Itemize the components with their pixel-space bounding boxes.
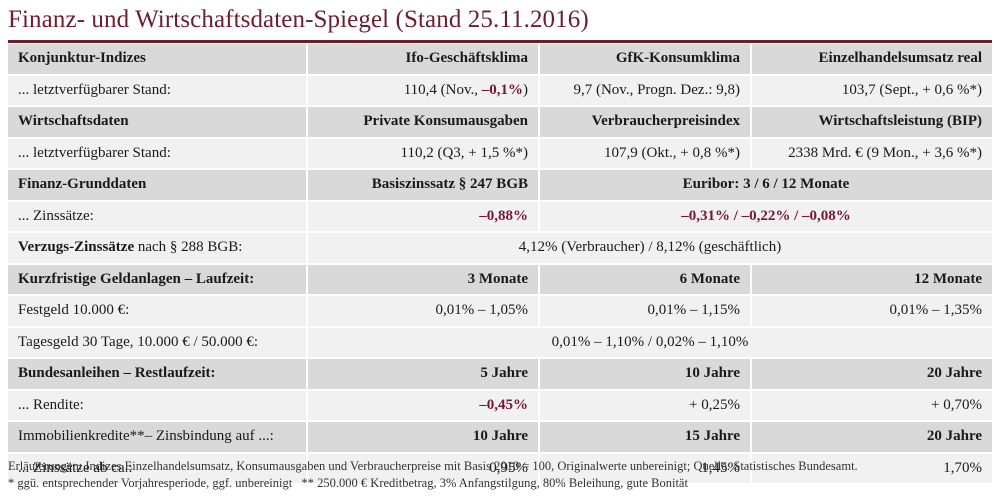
einzelhandel-header: Einzelhandelsumsatz real <box>752 44 992 76</box>
finanz-label: Finanz-Grunddaten <box>8 170 308 202</box>
ifo-value-change: –0,1% <box>481 81 523 98</box>
festgeld-6m: 0,01% – 1,15% <box>540 296 752 328</box>
anleihen-label: Bundesanleihen – Restlaufzeit: <box>8 359 308 391</box>
page-title: Finanz- und Wirtschaftsdaten-Spiegel (St… <box>8 6 589 33</box>
vpi-value: 107,9 (Okt., + 0,8 %*) <box>540 138 752 170</box>
verzug-label-rest: nach § 288 BGB: <box>134 239 243 256</box>
tagesgeld-label: Tagesgeld 30 Tage, 10.000 € / 50.000 €: <box>8 327 308 359</box>
kurzfristig-col-12m: 12 Monate <box>752 264 992 296</box>
kurzfristig-col-6m: 6 Monate <box>540 264 752 296</box>
konjunktur-label: Konjunktur-Indizes <box>8 44 308 76</box>
rendite-5y: –0,45% <box>308 390 540 422</box>
einzelhandel-value: 103,7 (Sept., + 0,6 %*) <box>752 75 992 107</box>
table-row: Finanz-Grunddaten Basiszinssatz § 247 BG… <box>8 170 992 202</box>
ifo-value-post: ) <box>523 81 528 98</box>
ifo-value: 110,4 (Nov., –0,1%) <box>308 75 540 107</box>
table-row: Tagesgeld 30 Tage, 10.000 € / 50.000 €: … <box>8 327 992 359</box>
rendite-10y: + 0,25% <box>540 390 752 422</box>
immobilien-20y: 1,70% <box>752 453 992 485</box>
table-row: ... Rendite: –0,45% + 0,25% + 0,70% <box>8 390 992 422</box>
konsum-value: 110,2 (Q3, + 1,5 %*) <box>308 138 540 170</box>
ifo-header: Ifo-Geschäftsklima <box>308 44 540 76</box>
bip-header: Wirtschaftsleistung (BIP) <box>752 107 992 139</box>
immobilien-col-15y: 15 Jahre <box>540 422 752 454</box>
wirtschaft-stand-label: ... letztverfügbarer Stand: <box>8 138 308 170</box>
kurzfristig-col-3m: 3 Monate <box>308 264 540 296</box>
basiszins-header: Basiszinssatz § 247 BGB <box>308 170 540 202</box>
footnote-asterisks: * ggü. entsprechender Vorjahresperiode, … <box>8 476 688 490</box>
anleihen-col-10y: 10 Jahre <box>540 359 752 391</box>
footnote-explanation: Erläuterungen: Indizes Einzelhandelsumsa… <box>8 459 858 473</box>
festgeld-3m: 0,01% – 1,05% <box>308 296 540 328</box>
immobilien-col-10y: 10 Jahre <box>308 422 540 454</box>
footnotes: Erläuterungen: Indizes Einzelhandelsumsa… <box>8 458 858 492</box>
gfk-header: GfK-Konsumklima <box>540 44 752 76</box>
table-row: Konjunktur-Indizes Ifo-Geschäftsklima Gf… <box>8 44 992 76</box>
table-row: Wirtschaftsdaten Private Konsumausgaben … <box>8 107 992 139</box>
wirtschaft-label: Wirtschaftsdaten <box>8 107 308 139</box>
immobilien-col-20y: 20 Jahre <box>752 422 992 454</box>
gfk-value: 9,7 (Nov., Progn. Dez.: 9,8) <box>540 75 752 107</box>
immobilien-15y: 1,45% <box>540 453 752 485</box>
anleihen-col-20y: 20 Jahre <box>752 359 992 391</box>
vpi-header: Verbraucherpreisindex <box>540 107 752 139</box>
verzug-label: Verzugs-Zinssätze nach § 288 BGB: <box>8 233 308 265</box>
table-row: Verzugs-Zinssätze nach § 288 BGB: 4,12% … <box>8 233 992 265</box>
tagesgeld-value: 0,01% – 1,10% / 0,02% – 1,10% <box>308 327 992 359</box>
euribor-value: –0,31% / –0,22% / –0,08% <box>540 201 992 233</box>
immobilien-zins-label: ... Zinssätze ab ca.: <box>8 453 308 485</box>
basiszins-value: –0,88% <box>308 201 540 233</box>
konsum-header: Private Konsumausgaben <box>308 107 540 139</box>
euribor-header: Euribor: 3 / 6 / 12 Monate <box>540 170 992 202</box>
festgeld-label: Festgeld 10.000 €: <box>8 296 308 328</box>
bip-value: 2338 Mrd. € (9 Mon., + 3,6 %*) <box>752 138 992 170</box>
data-table: Konjunktur-Indizes Ifo-Geschäftsklima Gf… <box>8 44 992 485</box>
rendite-label: ... Rendite: <box>8 390 308 422</box>
table-row: Festgeld 10.000 €: 0,01% – 1,05% 0,01% –… <box>8 296 992 328</box>
immobilien-10y: 0,95% <box>308 453 540 485</box>
kurzfristig-label: Kurzfristige Geldanlagen – Laufzeit: <box>8 264 308 296</box>
ifo-value-pre: 110,4 (Nov., <box>403 81 482 98</box>
table-row: ... Zinssätze: –0,88% –0,31% / –0,22% / … <box>8 201 992 233</box>
verzug-label-bold: Verzugs-Zinssätze <box>18 239 135 256</box>
anleihen-col-5y: 5 Jahre <box>308 359 540 391</box>
immobilien-label: Immobilienkredite**– Zinsbindung auf ...… <box>8 422 308 454</box>
verzug-value: 4,12% (Verbraucher) / 8,12% (geschäftlic… <box>308 233 992 265</box>
table-row: Immobilienkredite**– Zinsbindung auf ...… <box>8 422 992 454</box>
title-rule <box>8 40 992 43</box>
table-row: ... letztverfügbarer Stand: 110,4 (Nov.,… <box>8 75 992 107</box>
table-row: Bundesanleihen – Restlaufzeit: 5 Jahre 1… <box>8 359 992 391</box>
table-row: ... Zinssätze ab ca.: 0,95% 1,45% 1,70% <box>8 453 992 485</box>
rendite-20y: + 0,70% <box>752 390 992 422</box>
konjunktur-stand-label: ... letztverfügbarer Stand: <box>8 75 308 107</box>
finanz-zins-label: ... Zinssätze: <box>8 201 308 233</box>
festgeld-12m: 0,01% – 1,35% <box>752 296 992 328</box>
table-row: Kurzfristige Geldanlagen – Laufzeit: 3 M… <box>8 264 992 296</box>
table-row: ... letztverfügbarer Stand: 110,2 (Q3, +… <box>8 138 992 170</box>
